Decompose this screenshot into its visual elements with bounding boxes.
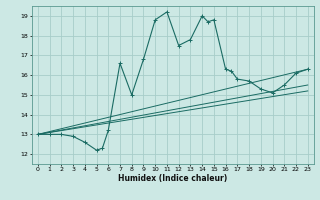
- X-axis label: Humidex (Indice chaleur): Humidex (Indice chaleur): [118, 174, 228, 183]
